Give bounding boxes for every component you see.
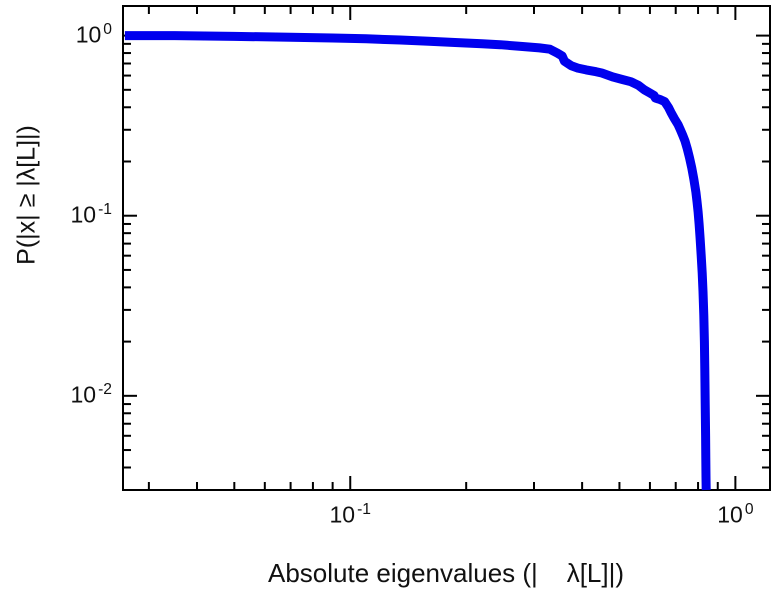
x-tick-label: 10 0 <box>717 501 754 528</box>
data-curve <box>124 31 711 491</box>
plot-frame <box>122 5 771 491</box>
y-tick-label: 10 0 <box>75 20 112 48</box>
y-tick-label: 10 -2 <box>70 380 113 408</box>
x-axis-label: Absolute eigenvalues (| λ[L]|) <box>267 558 625 588</box>
y-tick-label: 10 -1 <box>70 200 113 228</box>
x-tick-label: 10 -1 <box>329 501 371 528</box>
y-axis-label: P(|x| ≥ |λ[L]|) <box>12 125 41 265</box>
